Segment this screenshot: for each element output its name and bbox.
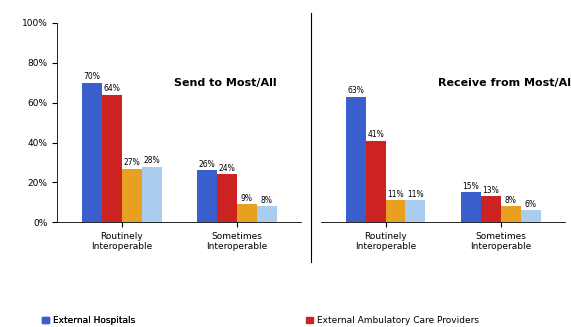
Text: 26%: 26% (199, 160, 215, 169)
Legend: External Ambulatory Care Providers, External BH Providers: External Ambulatory Care Providers, Exte… (306, 316, 478, 327)
Text: 13%: 13% (482, 186, 499, 195)
Text: 8%: 8% (505, 196, 517, 205)
Bar (385, 200, 405, 222)
Text: 64%: 64% (103, 84, 120, 93)
Bar (501, 206, 521, 222)
Bar (257, 206, 277, 222)
Bar (197, 170, 217, 222)
Bar (345, 97, 365, 222)
Bar (217, 175, 237, 222)
Text: 27%: 27% (123, 158, 140, 167)
Text: 8%: 8% (261, 196, 273, 205)
Text: 28%: 28% (143, 156, 160, 165)
Text: Receive from Most/All: Receive from Most/All (438, 78, 571, 88)
Text: 6%: 6% (525, 200, 537, 209)
Bar (237, 204, 257, 222)
Bar (142, 166, 162, 222)
Bar (122, 168, 142, 222)
Text: 9%: 9% (241, 194, 253, 203)
Bar (461, 192, 481, 222)
Bar (521, 210, 541, 222)
Bar (82, 83, 102, 222)
Bar (405, 200, 425, 222)
Text: 24%: 24% (219, 164, 235, 173)
Bar (102, 95, 122, 222)
Text: 11%: 11% (407, 190, 424, 199)
Bar (481, 197, 501, 222)
Bar (365, 141, 385, 222)
Legend: External Hospitals, External LTPAC Providers: External Hospitals, External LTPAC Provi… (42, 316, 164, 327)
Text: 63%: 63% (347, 86, 364, 95)
Text: 15%: 15% (463, 182, 479, 191)
Text: 11%: 11% (387, 190, 404, 199)
Text: 70%: 70% (83, 72, 100, 81)
Text: 41%: 41% (367, 130, 384, 139)
Text: Send to Most/All: Send to Most/All (174, 78, 276, 88)
